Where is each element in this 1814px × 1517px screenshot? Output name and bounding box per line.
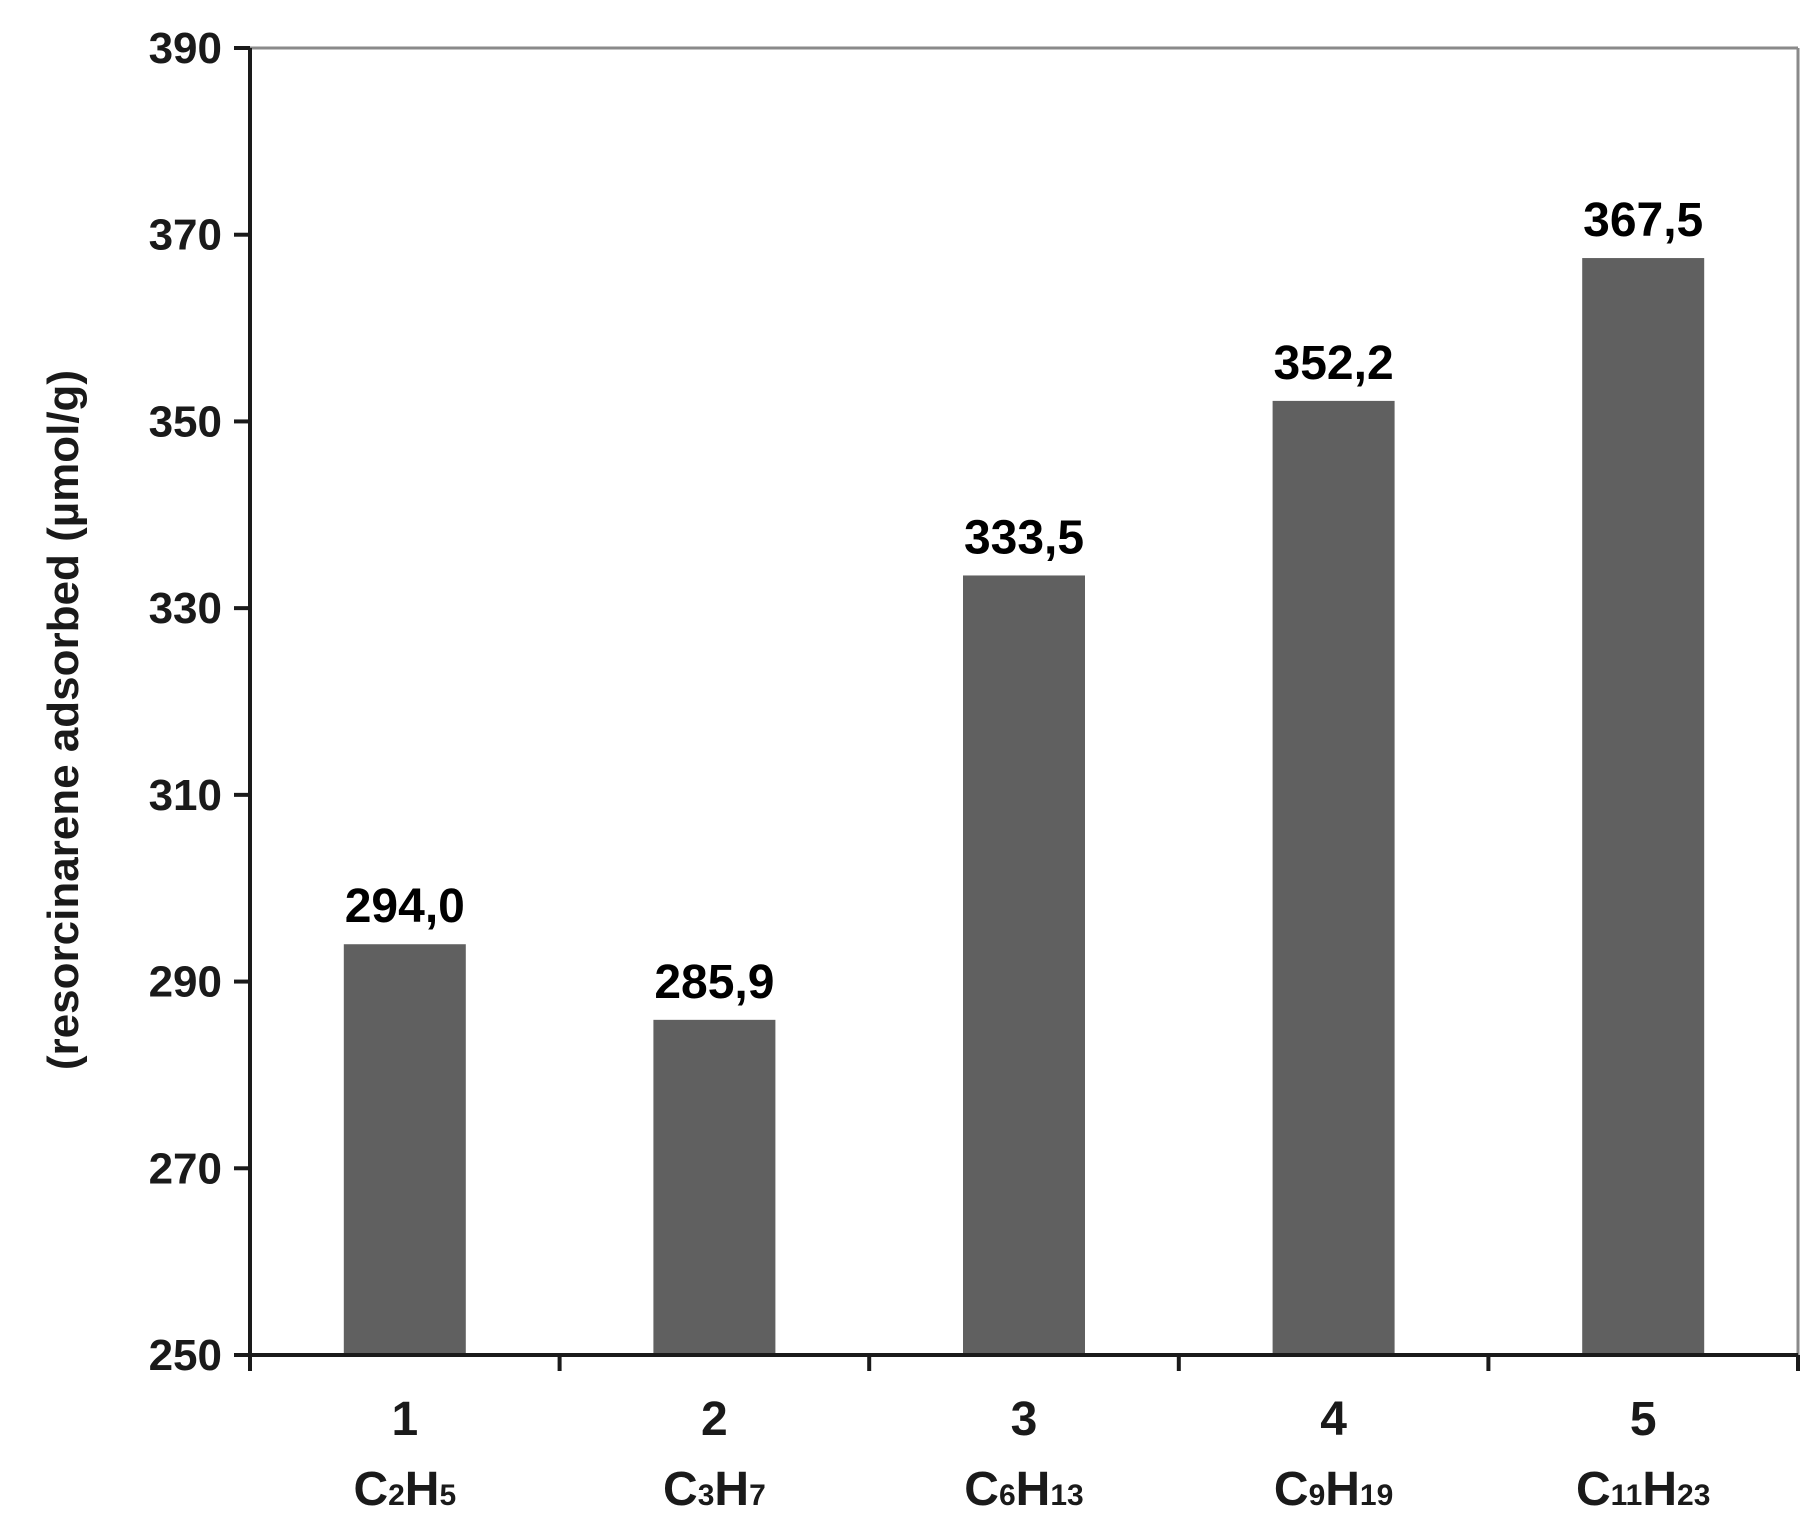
data-label-1: 294,0	[345, 880, 465, 933]
bars	[343, 258, 1705, 1355]
x-tick-label-5: 5	[1630, 1393, 1657, 1446]
y-tick-label-290: 290	[149, 958, 222, 1007]
y-tick-label-250: 250	[149, 1331, 222, 1380]
data-label-4: 352,2	[1274, 337, 1394, 390]
x-formula-label-5: C11H23	[1576, 1463, 1710, 1516]
y-axis: 250 270 290 310 330 350 370 390	[149, 24, 252, 1380]
data-label-2: 285,9	[654, 956, 774, 1009]
data-labels: 294,0 285,9 333,5 352,2 367,5	[345, 194, 1704, 1009]
bar-5	[1582, 258, 1705, 1355]
x-tick-label-4: 4	[1320, 1393, 1347, 1446]
x-tick-label-2: 2	[701, 1393, 728, 1446]
data-label-5: 367,5	[1583, 194, 1703, 247]
y-axis-title: (resorcinarene adsorbed (µmol/g)	[39, 370, 88, 1070]
x-formula-label-4: C9H19	[1274, 1463, 1393, 1516]
bar-1	[343, 944, 466, 1355]
x-formula-label-1: C2H5	[353, 1463, 456, 1516]
y-tick-label-330: 330	[149, 584, 222, 633]
y-tick-label-390: 390	[149, 24, 222, 73]
bar-3	[963, 575, 1085, 1355]
bar-4	[1272, 400, 1395, 1355]
x-formula-label-2: C3H7	[663, 1463, 766, 1516]
y-tick-label-270: 270	[149, 1144, 222, 1193]
plot-frame	[250, 46, 1800, 1355]
y-tick-label-370: 370	[149, 211, 222, 260]
y-tick-label-350: 350	[149, 397, 222, 446]
x-tick-label-3: 3	[1011, 1393, 1038, 1446]
x-formula-label-3: C6H13	[964, 1463, 1083, 1516]
data-label-3: 333,5	[964, 511, 1084, 564]
x-tick-label-1: 1	[391, 1393, 418, 1446]
bar-2	[653, 1019, 776, 1355]
x-axis: 1 C2H5 2 C3H7 3 C6H13 4 C9H19 5 C11H23	[248, 1353, 1800, 1516]
y-tick-label-310: 310	[149, 771, 222, 820]
